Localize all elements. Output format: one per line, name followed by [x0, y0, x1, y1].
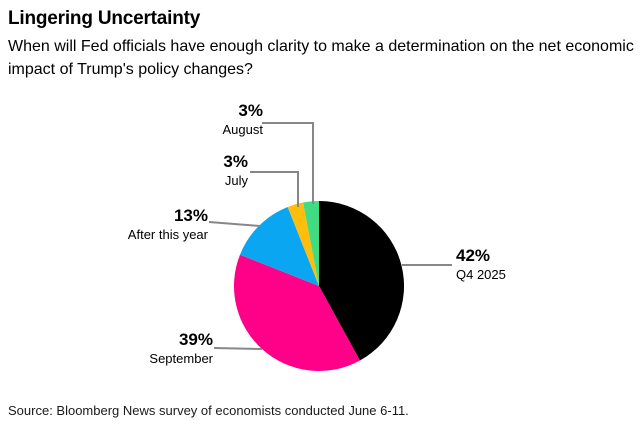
slice-pct-july: 3%	[223, 152, 248, 171]
slice-pct-after-this-year: 13%	[173, 206, 208, 225]
pie-slice-august	[303, 201, 319, 286]
slice-pct-september: 39%	[178, 330, 213, 349]
slice-label-july: 3% July	[223, 152, 248, 188]
slice-pct-q4-2025: 42%	[456, 246, 491, 265]
slice-name-september: September	[149, 351, 213, 366]
leader-line-september	[213, 347, 263, 350]
chart-subtitle: When will Fed officials have enough clar…	[8, 38, 634, 78]
slice-pct-august: 3%	[238, 101, 263, 120]
leader-line-after-this-year	[208, 221, 261, 227]
source-attribution: Source: Bloomberg News survey of economi…	[8, 403, 409, 418]
chart-title: Lingering Uncertainty	[8, 8, 201, 29]
slice-name-july: July	[224, 173, 248, 188]
slice-name-after-this-year: After this year	[127, 227, 208, 242]
leader-line-july	[250, 171, 299, 207]
pie-slice-september	[233, 254, 360, 372]
slice-label-september: 39% September	[149, 330, 213, 366]
leader-line-august	[262, 122, 314, 204]
slice-label-after-this-year: 13% After this year	[128, 206, 208, 242]
pie-slice-q4-2025	[319, 201, 405, 361]
slice-label-august: 3% August	[223, 101, 263, 137]
slice-label-q4-2025: 42% Q4 2025	[456, 246, 506, 282]
slice-name-q4-2025: Q4 2025	[456, 267, 506, 282]
pie-slice-july	[287, 202, 319, 286]
slice-name-august: August	[222, 122, 263, 137]
